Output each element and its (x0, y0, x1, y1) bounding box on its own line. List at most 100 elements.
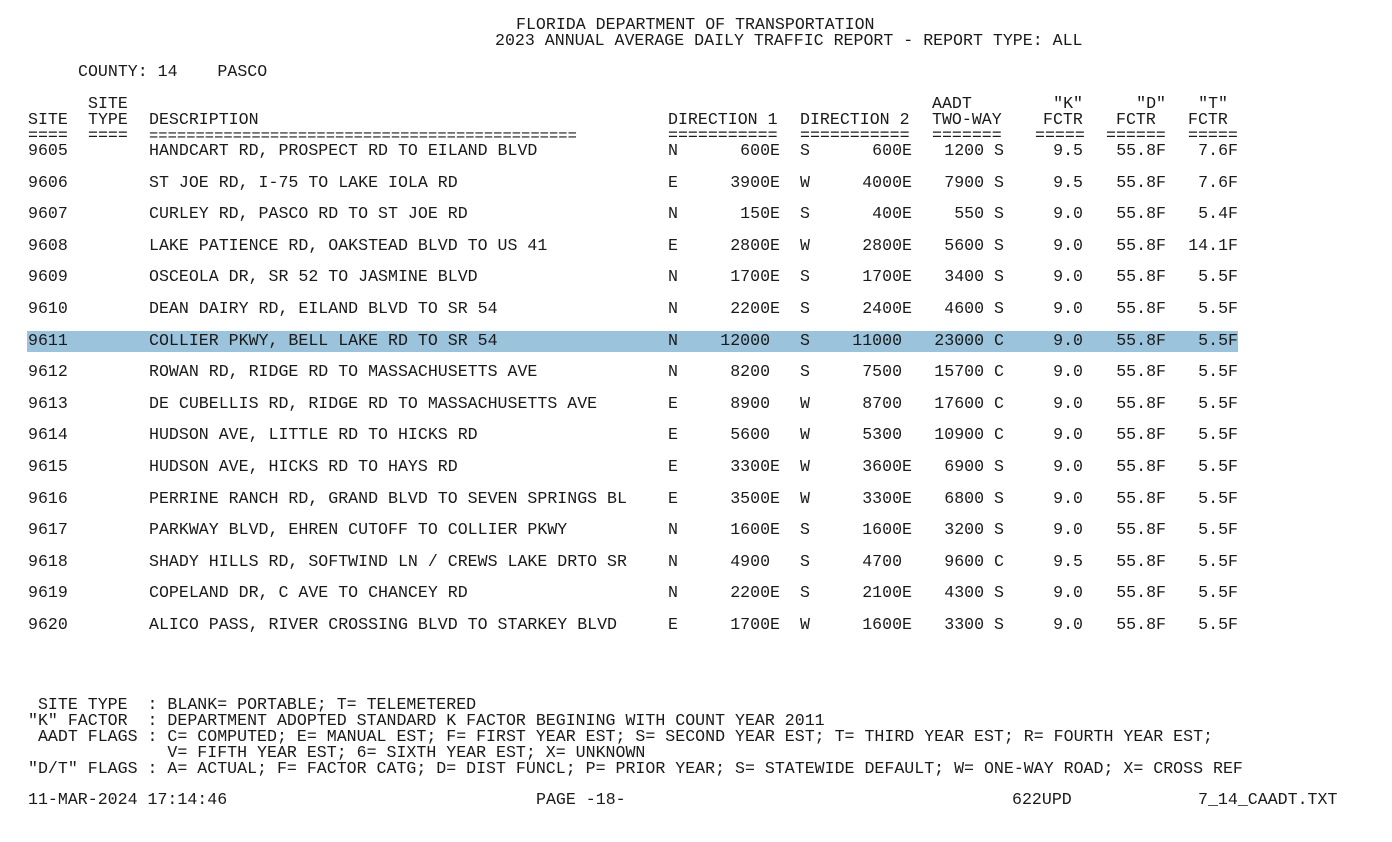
description: ALICO PASS, RIVER CROSSING BLVD TO STARK… (149, 615, 618, 634)
d-factor: 55.8F (1116, 425, 1166, 445)
d-factor: 55.8F (1116, 457, 1166, 476)
site-id: 9609 (28, 267, 68, 287)
t-factor: 14.1F (1188, 235, 1238, 255)
direction-1: N (668, 583, 678, 603)
site-id: 9620 (28, 615, 68, 634)
site-id: 9610 (28, 299, 68, 318)
legend-line: V= FIFTH YEAR EST; 6= SIXTH YEAR EST; X=… (28, 743, 646, 762)
description: SHADY HILLS RD, SOFTWIND LN / CREWS LAKE… (149, 551, 627, 571)
report-title: FLORIDA DEPARTMENT OF TRANSPORTATION (516, 15, 875, 34)
d-factor: 55.8F (1116, 488, 1166, 508)
t-factor: 5.5F (1198, 457, 1238, 476)
k-factor: 9.0 (1053, 425, 1083, 445)
t-factor: 5.5F (1198, 299, 1238, 318)
direction-2: W (800, 457, 810, 476)
description: ROWAN RD, RIDGE RD TO MASSACHUSETTS AVE (149, 362, 538, 382)
k-factor: 9.0 (1053, 583, 1083, 603)
direction-2-volume: 11000 (852, 330, 912, 350)
direction-2: S (800, 141, 810, 160)
direction-1: E (668, 172, 678, 192)
description: ST JOE RD, I-75 TO LAKE IOLA RD (149, 172, 458, 192)
direction-2-volume: 1600E (862, 520, 912, 540)
d-factor: 55.8F (1116, 362, 1166, 382)
rule-description: ========================================… (149, 127, 577, 145)
t-factor: 5.5F (1198, 425, 1238, 445)
row-highlight (27, 330, 1238, 352)
aadt-two-way: 4600 S (944, 299, 1004, 318)
description: COLLIER PKWY, BELL LAKE RD TO SR 54 (149, 330, 498, 350)
rule-aadt: ======= (932, 126, 1002, 145)
direction-2-volume: 600E (872, 141, 912, 160)
aadt-two-way: 4300 S (944, 583, 1004, 603)
direction-2-volume: 8700 (862, 393, 912, 413)
footer-page: PAGE -18- (536, 790, 626, 809)
direction-1: N (668, 267, 678, 287)
site-id: 9617 (28, 520, 68, 540)
direction-1: N (668, 141, 678, 160)
direction-1: N (668, 551, 678, 571)
k-factor: 9.0 (1053, 393, 1083, 413)
direction-1-volume: 12000 (720, 330, 780, 350)
direction-1-volume: 5600 (730, 425, 780, 445)
site-id: 9605 (28, 141, 68, 160)
col-k-line2: FCTR (1043, 110, 1083, 129)
direction-2-volume: 1600E (862, 615, 912, 634)
direction-2-volume: 2100E (862, 583, 912, 603)
direction-1: E (668, 393, 678, 413)
legend-line: SITE TYPE : BLANK= PORTABLE; T= TELEMETE… (28, 695, 477, 714)
k-factor: 9.0 (1053, 235, 1083, 255)
k-factor: 9.0 (1053, 362, 1083, 382)
d-factor: 55.8F (1116, 615, 1166, 634)
direction-2: W (800, 172, 810, 192)
legend-line: "K" FACTOR : DEPARTMENT ADOPTED STANDARD… (28, 711, 825, 730)
description: DEAN DAIRY RD, EILAND BLVD TO SR 54 (149, 299, 498, 318)
direction-1-volume: 600E (740, 141, 780, 160)
direction-2: W (800, 425, 810, 445)
direction-2-volume: 2400E (862, 299, 912, 318)
description: PARKWAY BLVD, EHREN CUTOFF TO COLLIER PK… (149, 520, 568, 540)
rule-d: ====== (1106, 126, 1166, 145)
t-factor: 5.5F (1198, 362, 1238, 382)
d-factor: 55.8F (1116, 204, 1166, 224)
k-factor: 9.0 (1053, 267, 1083, 287)
description: CURLEY RD, PASCO RD TO ST JOE RD (149, 204, 468, 224)
direction-1-volume: 2800E (730, 235, 780, 255)
direction-2-volume: 5300 (862, 425, 912, 445)
direction-2: S (800, 520, 810, 540)
col-description: DESCRIPTION (149, 110, 259, 129)
footer-program: 622UPD (1012, 790, 1072, 809)
direction-2: S (800, 299, 810, 318)
direction-2: S (800, 267, 810, 287)
site-id: 9616 (28, 488, 68, 508)
legend-line: AADT FLAGS : C= COMPUTED; E= MANUAL EST;… (28, 727, 1213, 746)
direction-2: S (800, 330, 810, 350)
site-id: 9618 (28, 551, 68, 571)
t-factor: 5.5F (1198, 520, 1238, 540)
direction-2: W (800, 488, 810, 508)
description: HUDSON AVE, HICKS RD TO HAYS RD (149, 457, 458, 476)
direction-1-volume: 150E (740, 204, 780, 224)
footer-filename: 7_14_CAADT.TXT (1198, 790, 1338, 809)
aadt-two-way: 17600 C (934, 393, 1004, 413)
direction-1-volume: 4900 (730, 551, 780, 571)
t-factor: 5.5F (1198, 330, 1238, 350)
t-factor: 5.5F (1198, 615, 1238, 634)
aadt-two-way: 6800 S (944, 488, 1004, 508)
direction-2: W (800, 393, 810, 413)
description: COPELAND DR, C AVE TO CHANCEY RD (149, 583, 468, 603)
d-factor: 55.8F (1116, 330, 1166, 350)
direction-1-volume: 1700E (730, 267, 780, 287)
footer-timestamp: 11-MAR-2024 17:14:46 (28, 790, 228, 809)
direction-1: E (668, 457, 678, 476)
aadt-two-way: 9600 C (944, 551, 1004, 571)
site-id: 9606 (28, 172, 68, 192)
rule-t: ===== (1188, 126, 1238, 145)
direction-1: E (668, 425, 678, 445)
direction-2: S (800, 204, 810, 224)
direction-1: E (668, 235, 678, 255)
site-id: 9612 (28, 362, 68, 382)
direction-1-volume: 1700E (730, 615, 780, 634)
col-t-line1: "T" (1198, 94, 1228, 113)
d-factor: 55.8F (1116, 235, 1166, 255)
